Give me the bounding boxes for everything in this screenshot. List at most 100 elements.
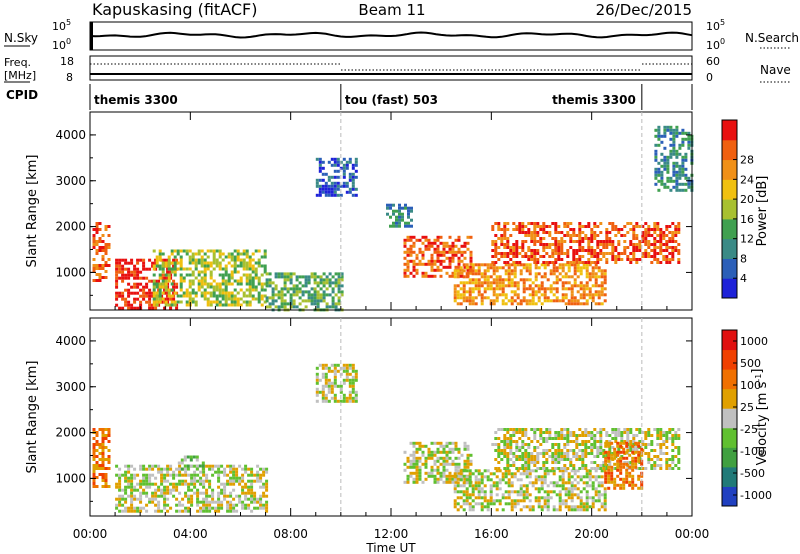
heatmap-cell — [148, 467, 152, 471]
heatmap-cell — [528, 475, 532, 479]
heatmap-cell — [632, 231, 636, 234]
heatmap-cell — [585, 484, 589, 488]
heatmap-cell — [127, 306, 131, 310]
heatmap-cell — [672, 152, 676, 156]
heatmap-cell — [345, 375, 349, 379]
x-tick-label: 20:00 — [574, 527, 609, 541]
heatmap-cell — [173, 291, 177, 295]
heatmap-cell — [130, 473, 134, 477]
heatmap-cell — [124, 491, 128, 495]
heatmap-cell — [238, 494, 242, 498]
heatmap-cell — [578, 237, 582, 240]
heatmap-cell — [647, 252, 651, 255]
heatmap-cell — [238, 464, 242, 468]
heatmap-cell — [634, 465, 638, 469]
heatmap-cell — [521, 467, 525, 470]
heatmap-cell — [195, 455, 199, 459]
heatmap-cell — [433, 274, 437, 278]
heatmap-cell — [563, 443, 567, 446]
heatmap-cell — [681, 161, 685, 165]
heatmap-cell — [469, 462, 473, 466]
heatmap-cell — [675, 134, 679, 138]
heatmap-cell — [623, 246, 627, 249]
heatmap-cell — [516, 502, 520, 506]
heatmap-cell — [564, 275, 568, 279]
heatmap-cell — [647, 431, 651, 434]
heatmap-cell — [522, 472, 526, 476]
heatmap-cell — [333, 381, 337, 385]
heatmap-cell — [151, 261, 155, 265]
heatmap-cell — [203, 252, 207, 256]
heatmap-cell — [599, 446, 603, 449]
heatmap-cell — [638, 243, 642, 246]
heatmap-cell — [597, 266, 601, 270]
heatmap-cell — [539, 467, 543, 470]
heatmap-cell — [145, 509, 149, 513]
heatmap-cell — [560, 240, 564, 243]
heatmap-cell — [563, 446, 567, 449]
heatmap-cell — [640, 474, 644, 478]
heatmap-cell — [442, 474, 446, 478]
heatmap-cell — [244, 503, 248, 507]
heatmap-cell — [230, 297, 234, 301]
heatmap-cell — [579, 499, 583, 503]
heatmap-cell — [558, 469, 562, 473]
heatmap-cell — [512, 428, 516, 431]
heatmap-cell — [239, 288, 243, 292]
heatmap-cell — [152, 267, 156, 271]
heatmap-cell — [611, 431, 615, 434]
heatmap-cell — [638, 428, 642, 431]
heatmap-cell — [154, 488, 158, 492]
heatmap-cell — [433, 462, 437, 466]
heatmap-cell — [206, 255, 210, 259]
heatmap-cell — [554, 434, 558, 437]
heatmap-cell — [653, 222, 657, 225]
heatmap-cell — [250, 497, 254, 501]
heatmap-cell — [644, 240, 648, 243]
heatmap-cell — [660, 164, 664, 168]
heatmap-cell — [632, 255, 636, 258]
heatmap-cell — [316, 296, 320, 300]
heatmap-cell — [668, 231, 672, 234]
heatmap-cell — [605, 228, 609, 231]
heatmap-cell — [604, 462, 608, 466]
heatmap-cell — [151, 467, 155, 471]
nsearch-top-tick: 105 — [706, 18, 725, 33]
heatmap-cell — [469, 271, 473, 275]
heatmap-cell — [576, 475, 580, 479]
heatmap-cell — [657, 128, 661, 132]
heatmap-cell — [161, 270, 165, 274]
heatmap-cell — [587, 452, 591, 455]
heatmap-cell — [200, 276, 204, 280]
heatmap-cell — [622, 441, 626, 445]
heatmap-cell — [549, 290, 553, 294]
heatmap-cell — [127, 270, 131, 274]
heatmap-cell — [307, 275, 311, 279]
heatmap-cell — [118, 476, 122, 480]
heatmap-cell — [334, 305, 338, 309]
heatmap-cell — [242, 252, 246, 256]
heatmap-cell — [124, 288, 128, 292]
heatmap-cell — [412, 471, 416, 475]
heatmap-cell — [527, 258, 531, 261]
heatmap-cell — [600, 493, 604, 497]
heatmap-cell — [596, 234, 600, 237]
heatmap-cell — [495, 499, 499, 503]
heatmap-cell — [654, 155, 658, 159]
heatmap-cell — [448, 474, 452, 478]
heatmap-cell — [124, 303, 128, 307]
heatmap-cell — [594, 469, 598, 473]
heatmap-cell — [157, 464, 161, 468]
heatmap-cell — [665, 467, 669, 470]
heatmap-cell — [351, 172, 355, 176]
heatmap-cell — [115, 482, 119, 486]
heatmap-cell — [495, 481, 499, 485]
heatmap-cell — [593, 231, 597, 234]
heatmap-cell — [602, 246, 606, 249]
heatmap-cell — [632, 246, 636, 249]
heatmap-cell — [469, 453, 473, 457]
heatmap-cell — [148, 464, 152, 468]
heatmap-cell — [575, 434, 579, 437]
heatmap-cell — [451, 447, 455, 451]
heatmap-cell — [600, 302, 604, 306]
